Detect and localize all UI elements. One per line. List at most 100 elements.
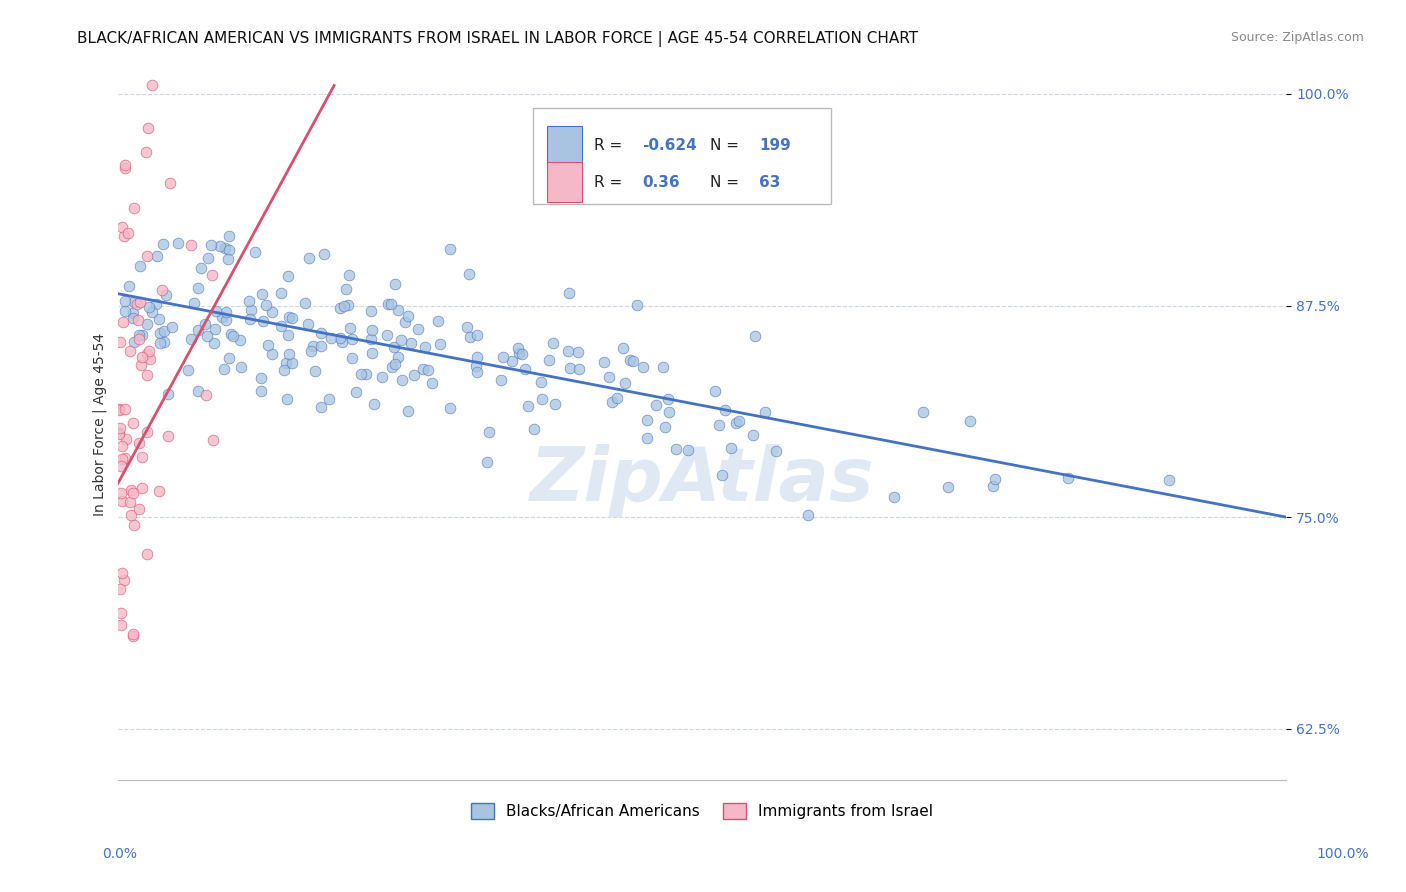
Point (214, 313, 236, 327)
Point (122, 295, 145, 310)
Point (298, 251, 321, 265)
Point (135, 317, 157, 331)
Point (229, 333, 252, 347)
Point (114, 401, 136, 416)
Point (1157, 473, 1180, 487)
Point (281, 356, 304, 370)
Point (883, 490, 905, 504)
Point (183, 295, 205, 310)
Point (981, 479, 1004, 493)
Point (541, 335, 564, 350)
Point (429, 337, 451, 351)
Point (128, 436, 150, 450)
Point (110, 607, 132, 621)
Point (458, 330, 481, 344)
Point (651, 360, 673, 375)
Point (363, 397, 385, 411)
Text: 100.0%: 100.0% (1316, 847, 1369, 861)
Point (194, 317, 217, 331)
Point (108, 421, 131, 435)
Point (558, 286, 581, 301)
Point (797, 508, 820, 523)
Point (120, 483, 142, 497)
Point (598, 370, 620, 384)
Point (478, 425, 501, 440)
Point (131, 328, 153, 343)
Point (339, 268, 361, 283)
Point (122, 305, 145, 319)
Point (394, 315, 416, 329)
Point (138, 343, 160, 358)
Point (131, 450, 153, 465)
Point (108, 425, 131, 440)
Point (114, 450, 136, 465)
Point (166, 235, 188, 250)
Text: 0.0%: 0.0% (103, 847, 136, 861)
Point (707, 418, 730, 433)
Point (209, 238, 232, 252)
Point (727, 414, 749, 428)
Point (276, 355, 298, 369)
Point (375, 328, 398, 343)
Point (501, 354, 523, 368)
Point (406, 322, 429, 336)
Point (157, 428, 180, 442)
Point (153, 324, 176, 338)
Point (557, 344, 579, 359)
Point (765, 444, 787, 458)
Text: R =: R = (593, 175, 627, 189)
Point (704, 384, 727, 399)
Point (302, 339, 325, 353)
Point (387, 303, 409, 318)
Point (200, 237, 222, 252)
Point (614, 376, 637, 390)
Point (491, 373, 513, 387)
Point (238, 293, 260, 308)
Text: BLACK/AFRICAN AMERICAN VS IMMIGRANTS FROM ISRAEL IN LABOR FORCE | AGE 45-54 CORR: BLACK/AFRICAN AMERICAN VS IMMIGRANTS FRO… (77, 31, 918, 47)
Text: 63: 63 (759, 175, 780, 189)
Point (329, 301, 352, 315)
Point (304, 364, 326, 378)
Point (420, 376, 443, 390)
Point (148, 311, 170, 326)
Point (658, 405, 681, 419)
Point (136, 121, 159, 136)
Point (593, 355, 616, 369)
Point (439, 401, 461, 415)
Point (754, 405, 776, 419)
Point (118, 494, 141, 508)
Point (360, 303, 382, 318)
Point (361, 323, 384, 337)
Point (222, 329, 245, 343)
Point (195, 328, 218, 343)
Bar (547, 162, 582, 202)
Point (122, 311, 145, 326)
Point (492, 350, 515, 364)
Point (221, 327, 243, 342)
Point (122, 416, 145, 430)
Point (654, 420, 676, 434)
Point (612, 341, 634, 355)
Point (114, 158, 136, 172)
Point (111, 439, 134, 453)
Point (340, 332, 363, 346)
Point (396, 404, 419, 418)
Point (131, 481, 153, 495)
Point (111, 494, 134, 508)
Point (150, 283, 173, 297)
Point (128, 332, 150, 346)
Point (711, 467, 734, 482)
Point (122, 627, 145, 641)
Point (211, 310, 233, 325)
Point (180, 238, 202, 252)
Point (145, 296, 167, 310)
Point (218, 228, 240, 243)
Point (337, 298, 360, 312)
Point (139, 352, 162, 367)
Point (187, 384, 209, 398)
Point (127, 312, 149, 326)
Text: 0.36: 0.36 (643, 175, 681, 189)
Point (626, 298, 648, 312)
Point (108, 403, 131, 417)
Point (114, 304, 136, 318)
